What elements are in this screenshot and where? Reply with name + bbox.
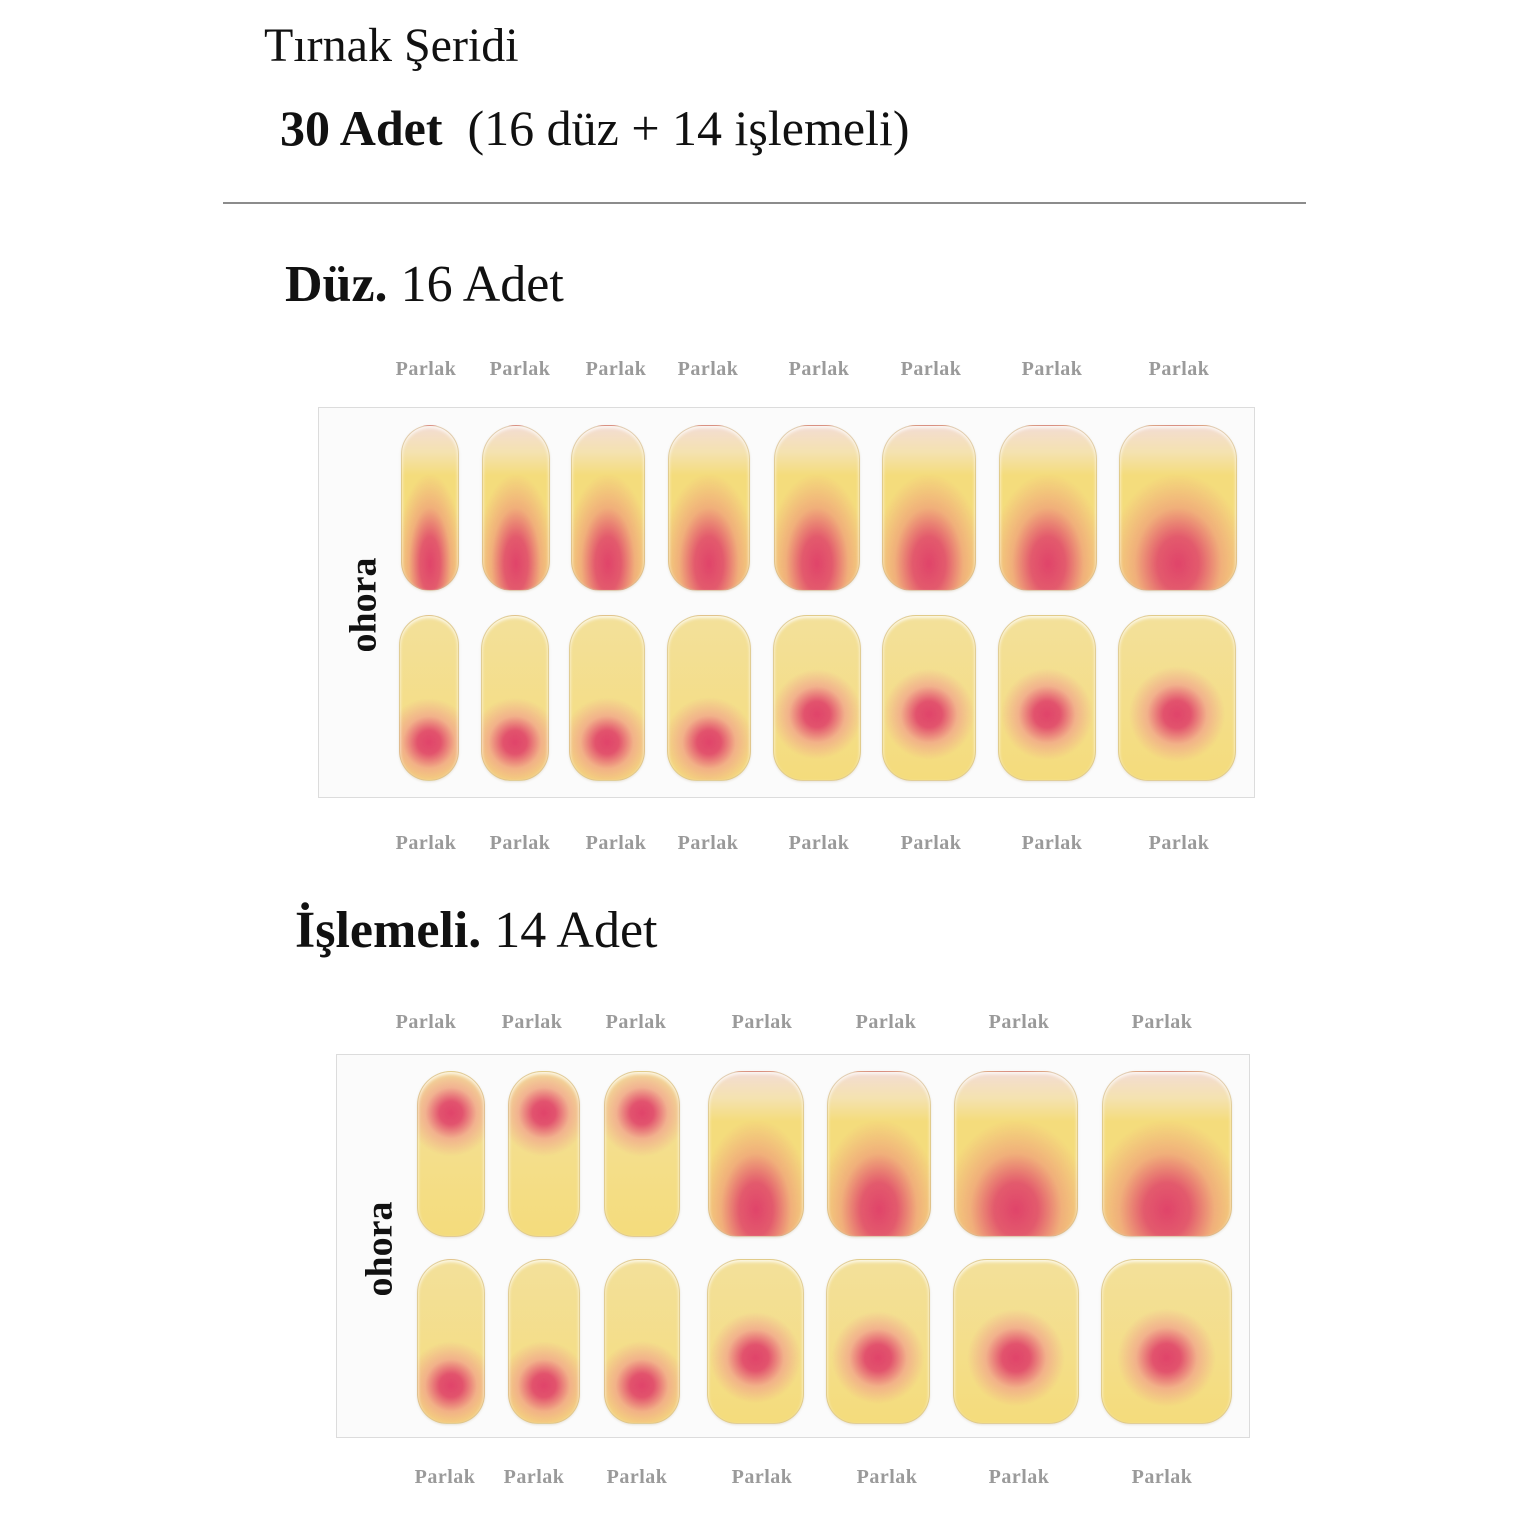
finish-label: Parlak	[489, 832, 551, 854]
nail-strip-dot-bottom[interactable]	[604, 1259, 680, 1424]
nail-strip-flame[interactable]	[827, 1071, 931, 1237]
nail-strip-flame[interactable]	[774, 425, 860, 591]
finish-label: Parlak	[900, 832, 962, 854]
section-heading-plain: Düz. 16 Adet	[285, 254, 564, 316]
nail-strip-flame[interactable]	[401, 425, 459, 591]
finish-label: Parlak	[1131, 1466, 1193, 1488]
nail-strip-flame[interactable]	[708, 1071, 804, 1237]
finish-label: Parlak	[605, 1011, 667, 1033]
finish-label: Parlak	[1148, 832, 1210, 854]
finish-label: Parlak	[503, 1466, 565, 1488]
finish-label: Parlak	[788, 358, 850, 380]
nail-strip-flame[interactable]	[999, 425, 1097, 591]
nail-strip-flame[interactable]	[882, 425, 976, 591]
finish-label: Parlak	[395, 358, 457, 380]
finish-label: Parlak	[1131, 1011, 1193, 1033]
finish-label: Parlak	[1021, 358, 1083, 380]
finish-label: Parlak	[855, 1011, 917, 1033]
piece-count-total: 30 Adet	[280, 100, 443, 156]
nail-strip-dot-center[interactable]	[1118, 615, 1236, 781]
section-heading-plain-bold: Düz.	[285, 256, 388, 313]
nail-strip-flame[interactable]	[571, 425, 645, 591]
finish-label: Parlak	[395, 832, 457, 854]
finish-label: Parlak	[489, 358, 551, 380]
piece-count: 30 Adet (16 düz + 14 işlemeli)	[280, 98, 910, 158]
finish-label: Parlak	[900, 358, 962, 380]
nail-strip-dot-center[interactable]	[882, 615, 976, 781]
nail-strip-dot-center[interactable]	[1101, 1259, 1232, 1424]
nail-strip-dot-center[interactable]	[707, 1259, 804, 1424]
section-heading-decorated-bold: İşlemeli.	[295, 902, 482, 959]
finish-label: Parlak	[1021, 832, 1083, 854]
nail-strip-dot-center[interactable]	[826, 1259, 930, 1424]
brand-logo: ohora	[342, 557, 385, 653]
nail-sheet-plain: ohora	[318, 407, 1255, 798]
nail-strip-dot-bottom[interactable]	[667, 615, 751, 781]
nail-strip-flame[interactable]	[954, 1071, 1078, 1237]
nail-strip-flame[interactable]	[1119, 425, 1237, 591]
finish-label: Parlak	[606, 1466, 668, 1488]
finish-label: Parlak	[414, 1466, 476, 1488]
finish-label: Parlak	[395, 1011, 457, 1033]
finish-label: Parlak	[988, 1466, 1050, 1488]
piece-count-detail: (16 düz + 14 işlemeli)	[467, 100, 910, 156]
divider	[223, 202, 1306, 204]
nail-strip-dot-bottom[interactable]	[417, 1259, 485, 1424]
finish-label: Parlak	[677, 832, 739, 854]
nail-strip-dot-center[interactable]	[773, 615, 861, 781]
nail-strip-dot-bottom[interactable]	[569, 615, 645, 781]
nail-strip-flame[interactable]	[1102, 1071, 1232, 1237]
section-heading-decorated-count: 14 Adet	[494, 902, 658, 959]
nail-strip-dot-bottom[interactable]	[399, 615, 459, 781]
section-heading-plain-count: 16 Adet	[400, 256, 564, 313]
nail-strip-flame[interactable]	[482, 425, 550, 591]
finish-label: Parlak	[1148, 358, 1210, 380]
nail-strip-dot-bottom[interactable]	[508, 1259, 580, 1424]
brand-logo: ohora	[358, 1201, 401, 1297]
page-title: Tırnak Şeridi	[264, 19, 519, 72]
finish-label: Parlak	[856, 1466, 918, 1488]
nail-strip-dot-top[interactable]	[417, 1071, 485, 1237]
nail-strip-dot-center[interactable]	[998, 615, 1096, 781]
nail-strip-flame[interactable]	[668, 425, 750, 591]
nail-strip-dot-center[interactable]	[953, 1259, 1079, 1424]
finish-label: Parlak	[585, 832, 647, 854]
finish-label: Parlak	[585, 358, 647, 380]
finish-label: Parlak	[731, 1011, 793, 1033]
finish-label: Parlak	[501, 1011, 563, 1033]
nail-strip-dot-top[interactable]	[604, 1071, 680, 1237]
nail-strip-dot-top[interactable]	[508, 1071, 580, 1237]
section-heading-decorated: İşlemeli. 14 Adet	[295, 900, 658, 962]
nail-sheet-decorated: ohora	[336, 1054, 1250, 1438]
finish-label: Parlak	[731, 1466, 793, 1488]
finish-label: Parlak	[988, 1011, 1050, 1033]
nail-strip-dot-bottom[interactable]	[481, 615, 549, 781]
finish-label: Parlak	[677, 358, 739, 380]
finish-label: Parlak	[788, 832, 850, 854]
